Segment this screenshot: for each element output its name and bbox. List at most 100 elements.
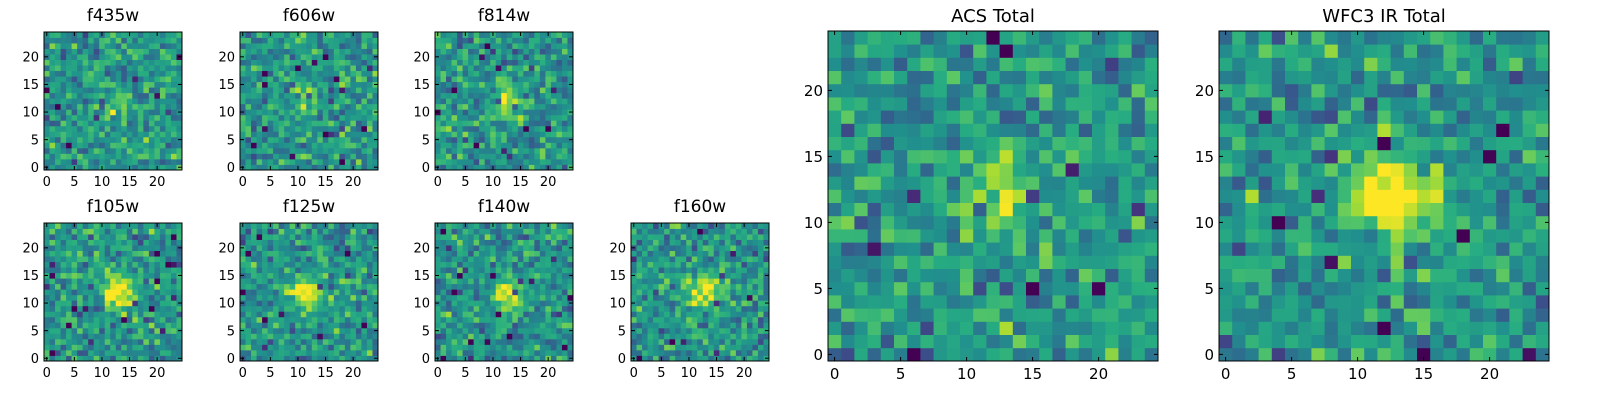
heatmap-cell — [495, 267, 502, 274]
heatmap-cell — [99, 305, 106, 312]
heatmap-cell — [880, 176, 895, 190]
heatmap-cell — [484, 283, 491, 290]
heatmap-cell — [77, 125, 84, 132]
heatmap-cell — [355, 355, 362, 362]
heatmap-cell — [757, 267, 764, 274]
heatmap-cell — [468, 164, 475, 171]
heatmap-cell — [501, 153, 508, 160]
heatmap-cell — [159, 322, 166, 329]
heatmap-cell — [512, 283, 519, 290]
heatmap-cell — [1105, 268, 1119, 283]
heatmap-cell — [880, 334, 895, 349]
heatmap-cell — [137, 136, 144, 143]
heatmap-cell — [1118, 189, 1132, 203]
heatmap-cell — [344, 272, 351, 279]
heatmap-cell — [534, 54, 541, 60]
heatmap-cell — [344, 142, 351, 149]
heatmap-cell — [708, 333, 715, 340]
heatmap-cell — [333, 131, 340, 138]
heatmap-cell — [528, 54, 535, 60]
heatmap-cell — [446, 349, 452, 356]
heatmap-cell — [435, 131, 441, 138]
heatmap-cell — [1065, 281, 1080, 296]
heatmap-cell — [479, 283, 486, 290]
heatmap-cell — [77, 250, 84, 257]
heatmap-cell — [267, 98, 274, 105]
heatmap-cell — [680, 327, 687, 334]
heatmap-cell — [165, 98, 172, 105]
heatmap-cell — [567, 131, 574, 138]
heatmap-cell — [556, 98, 563, 105]
heatmap-cell — [170, 32, 177, 38]
heatmap-cell — [517, 305, 524, 312]
heatmap-cell — [435, 338, 441, 345]
heatmap-cell — [60, 316, 67, 323]
heatmap-cell — [457, 338, 463, 345]
heatmap-cell — [240, 333, 246, 340]
heatmap-cell — [110, 120, 117, 127]
heatmap-cell — [501, 54, 508, 60]
heatmap-cell — [361, 250, 368, 257]
heatmap-cell — [170, 81, 177, 88]
heatmap-cell — [344, 223, 351, 229]
heatmap-cell — [49, 234, 56, 240]
heatmap-cell — [104, 349, 111, 356]
heatmap-cell — [355, 267, 362, 274]
heatmap-cell — [724, 305, 731, 312]
axes-frame — [434, 222, 574, 362]
heatmap-cell — [66, 125, 72, 132]
heatmap-cell — [121, 81, 128, 88]
heatmap-cell — [306, 283, 313, 290]
heatmap-cell — [664, 333, 671, 340]
heatmap-cell — [440, 87, 447, 94]
heatmap-cell — [317, 327, 324, 334]
heatmap-cell — [462, 289, 469, 296]
heatmap-cell — [550, 87, 557, 94]
heatmap-cell — [730, 294, 737, 301]
heatmap-cell — [960, 189, 974, 203]
heatmap-cell — [973, 215, 987, 230]
heatmap-cell — [697, 327, 704, 334]
heatmap-cell — [446, 256, 452, 263]
heatmap-cell — [372, 70, 379, 77]
heatmap-cell — [719, 316, 726, 323]
heatmap-cell — [273, 278, 280, 285]
heatmap-cell — [1039, 347, 1053, 362]
heatmap-cell — [556, 228, 563, 235]
heatmap-cell — [506, 283, 513, 290]
heatmap-cell — [110, 54, 117, 60]
heatmap-cell — [115, 70, 122, 77]
heatmap-cell — [636, 278, 643, 285]
heatmap-cell — [159, 98, 166, 105]
heatmap-cell — [636, 294, 643, 301]
heatmap-cell — [55, 54, 61, 60]
heatmap-cell — [462, 81, 469, 88]
heatmap-cell — [256, 98, 263, 105]
heatmap-cell — [561, 223, 568, 229]
heatmap-cell — [719, 267, 726, 274]
heatmap-cell — [539, 32, 546, 38]
heatmap-cell — [446, 267, 452, 274]
heatmap-cell — [339, 32, 346, 38]
heatmap-cell — [143, 153, 150, 160]
heatmap-cell — [534, 261, 541, 268]
heatmap-cell — [170, 272, 177, 279]
heatmap-cell — [132, 305, 139, 312]
heatmap-cell — [741, 250, 748, 257]
heatmap-cell — [506, 120, 513, 127]
panel-title: f160w — [673, 197, 727, 217]
heatmap-cell — [664, 234, 671, 240]
heatmap-cell — [328, 234, 335, 240]
heatmap-cell — [999, 347, 1014, 362]
heatmap-cell — [289, 223, 296, 229]
heatmap-cell — [300, 114, 307, 121]
heatmap-cell — [176, 65, 183, 72]
heatmap-cell — [664, 338, 671, 345]
heatmap-cell — [880, 229, 895, 243]
x-tick-label: 0 — [630, 366, 638, 381]
heatmap-cell — [1026, 347, 1040, 362]
heatmap-cell — [350, 98, 357, 105]
heatmap-cell — [317, 344, 324, 351]
heatmap-cell — [479, 70, 486, 77]
heatmap-cell — [691, 294, 698, 301]
